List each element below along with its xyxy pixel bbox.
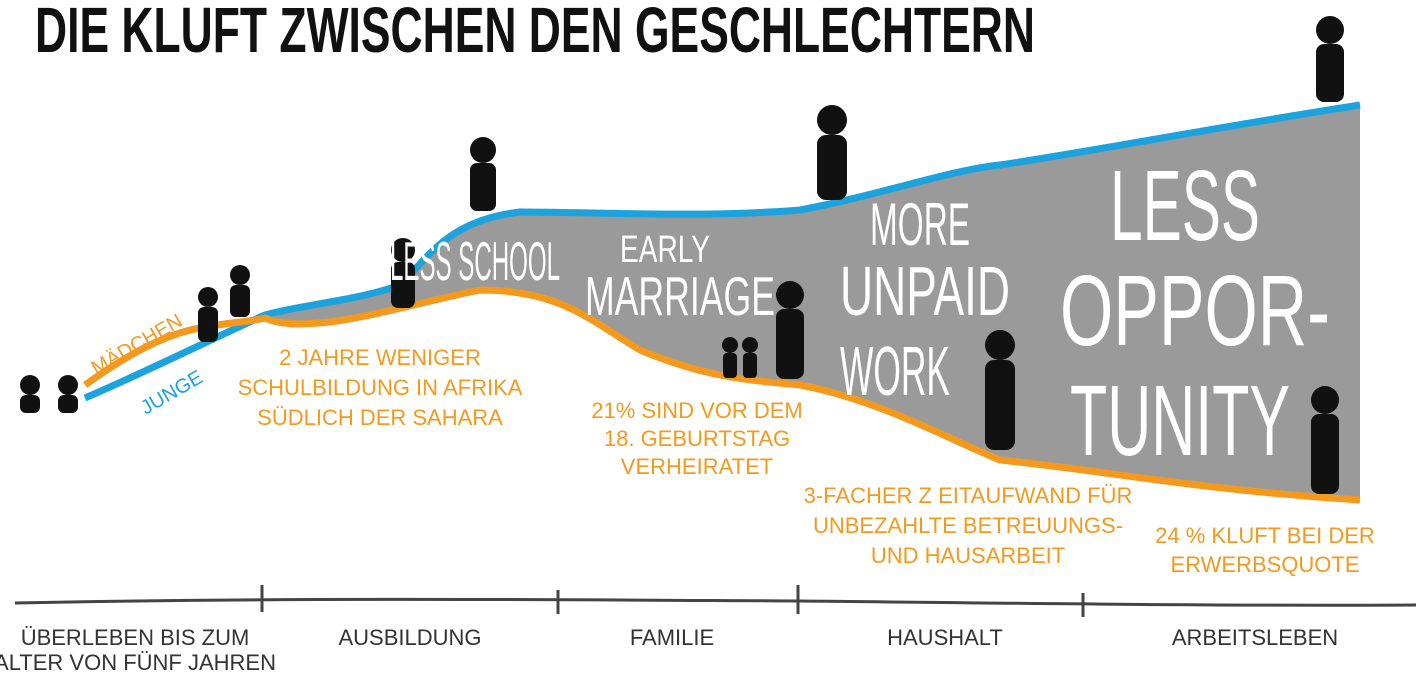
gap-label: WORK (840, 332, 950, 410)
note: VERHEIRATET (621, 454, 773, 479)
note: 3-FACHER Z EITAUFWAND FÜR (804, 483, 1133, 508)
gap-label: UNPAID (840, 252, 1010, 330)
stage-label: ÜBERLEBEN BIS ZUM (21, 625, 250, 650)
note: SCHULBILDUNG IN AFRIKA (238, 375, 523, 400)
note: UND HAUSARBEIT (871, 543, 1065, 568)
note: ERWERBSQUOTE (1170, 552, 1359, 577)
boys-label: JUNGE (137, 366, 207, 419)
infographic: DIE KLUFT ZWISCHEN DEN GESCHLECHTERN MÄD… (0, 0, 1416, 674)
note: 24 % KLUFT BEI DER (1155, 523, 1375, 548)
note: 21% SIND VOR DEM (591, 398, 803, 423)
girls-label: MÄDCHEN (88, 310, 187, 380)
note: UNBEZAHLTE BETREUUNGS- (813, 513, 1123, 538)
stage-label: ALTER VON FÜNF JAHREN (0, 650, 276, 674)
gap-label: TUNITY (1070, 365, 1290, 477)
timeline (15, 585, 1416, 617)
gap-label: MARRIAGE (585, 265, 775, 327)
gap-label: OPPOR- (1060, 255, 1330, 367)
title: DIE KLUFT ZWISCHEN DEN GESCHLECHTERN (35, 0, 1035, 66)
gap-label: LESS (1110, 150, 1260, 262)
note: 2 JAHRE WENIGER (279, 345, 481, 370)
stage-label: ARBEITSLEBEN (1172, 625, 1338, 650)
note: 18. GEBURTSTAG (604, 426, 790, 451)
stage-label: HAUSHALT (887, 625, 1003, 650)
stage-label: AUSBILDUNG (338, 625, 481, 650)
stages: ÜBERLEBEN BIS ZUM ALTER VON FÜNF JAHREN … (0, 625, 1338, 674)
gap-label: LESS SCHOOL (390, 230, 560, 292)
stage-label: FAMILIE (630, 625, 714, 650)
gap-label: MORE (870, 191, 970, 258)
note: SÜDLICH DER SAHARA (257, 405, 503, 430)
